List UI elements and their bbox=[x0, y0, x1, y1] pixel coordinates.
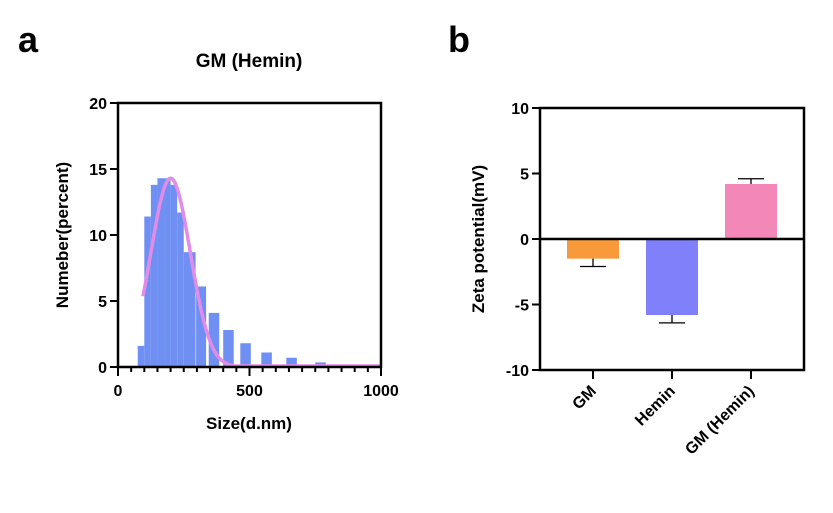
histogram-bar bbox=[150, 184, 158, 367]
y-tick-label-a: 10 bbox=[89, 228, 107, 245]
histogram-bar bbox=[177, 212, 184, 367]
histogram-bar bbox=[240, 343, 251, 367]
panel-letter-b: b bbox=[448, 19, 470, 60]
histogram-bar bbox=[137, 345, 145, 367]
x-axis-label-a: Size(d.nm) bbox=[206, 414, 292, 433]
histogram-bars bbox=[137, 178, 360, 367]
chart-title-a: GM (Hemin) bbox=[196, 51, 303, 72]
y-tick-label-b: 5 bbox=[520, 167, 529, 184]
x-tick-label-a: 0 bbox=[114, 383, 123, 400]
histogram-bar bbox=[261, 352, 272, 367]
bar-gm bbox=[567, 239, 619, 259]
axes-a: 0 5 10 15 20 0 500 1000 bbox=[89, 96, 399, 400]
histogram-bar bbox=[170, 184, 178, 367]
bar-gm-hemin bbox=[725, 183, 777, 239]
histogram-bar bbox=[144, 216, 151, 367]
y-axis-label-b: Zeta potential(mV) bbox=[469, 165, 488, 313]
y-tick-label-a: 5 bbox=[98, 294, 107, 311]
y-tick-label-b: 0 bbox=[520, 232, 529, 249]
histogram-panel: GM (Hemin) 0 5 10 15 20 0 500 1000 Size(d.nm) N… bbox=[53, 51, 399, 433]
bars-b bbox=[567, 178, 777, 324]
histogram-bar bbox=[196, 286, 207, 367]
histogram-bar bbox=[208, 312, 220, 367]
y-tick-label-a: 0 bbox=[98, 360, 107, 377]
histogram-bar bbox=[286, 357, 297, 367]
bar-panel: -10 -5 0 5 10 GM Hemin GM (Hemin) Zeta potentia… bbox=[469, 101, 806, 459]
y-tick-label-a: 20 bbox=[89, 96, 107, 113]
x-tick-label-a: 1000 bbox=[363, 383, 399, 400]
category-label: GM (Hemin) bbox=[682, 383, 758, 459]
y-tick-label-b: -5 bbox=[515, 298, 529, 315]
histogram-bar bbox=[164, 178, 171, 367]
histogram-bar bbox=[223, 330, 234, 367]
y-tick-label-b: -10 bbox=[506, 363, 529, 380]
histogram-bar bbox=[157, 178, 165, 367]
category-label: GM bbox=[570, 383, 600, 413]
x-tick-label-a: 500 bbox=[236, 383, 263, 400]
category-label: Hemin bbox=[632, 383, 679, 430]
histogram-bar bbox=[183, 252, 196, 367]
panel-letter-a: a bbox=[18, 19, 39, 60]
y-tick-label-a: 15 bbox=[89, 162, 107, 179]
bar-hemin bbox=[646, 239, 698, 315]
y-axis-label-a: Numeber(percent) bbox=[53, 162, 72, 308]
y-tick-label-b: 10 bbox=[511, 101, 529, 118]
